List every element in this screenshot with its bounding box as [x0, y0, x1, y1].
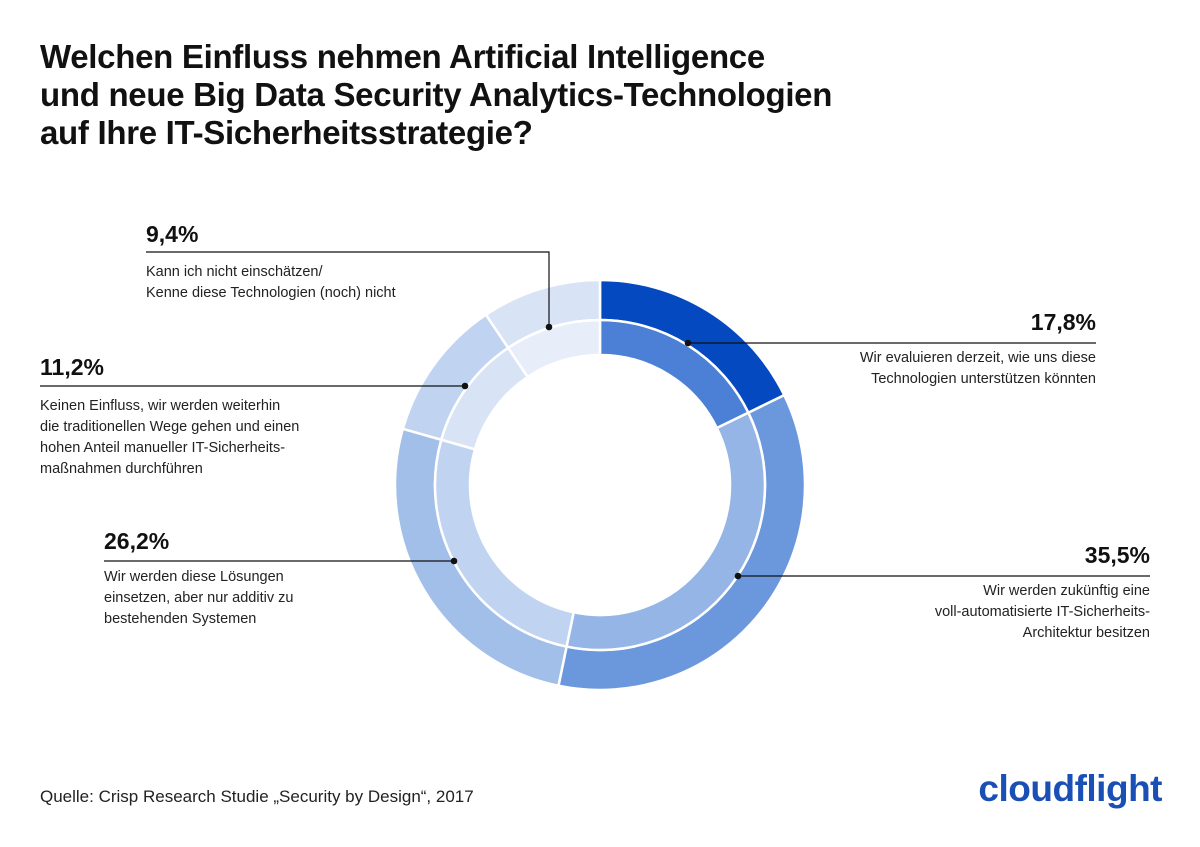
slice-label-4-line-0: Kann ich nicht einschätzen/ — [146, 264, 323, 280]
slice-inner-4 — [506, 318, 602, 379]
slice-value-label-1: 35,5% — [1085, 542, 1150, 568]
title-line-3: auf Ihre IT-Sicherheitsstrategie? — [40, 114, 533, 151]
slice-label-3-line-2: hohen Anteil manueller IT-Sicherheits- — [40, 440, 285, 456]
slice-value-label-0: 17,8% — [1031, 309, 1096, 335]
callout-dot-1 — [734, 572, 742, 580]
slice-label-1-line-0: Wir werden zukünftig eine — [983, 583, 1150, 599]
slice-value-label-3: 11,2% — [40, 354, 104, 380]
callout-dot-2 — [450, 557, 458, 565]
title-line-1: Welchen Einfluss nehmen Artificial Intel… — [40, 38, 765, 75]
slice-label-1-line-2: Architektur besitzen — [1023, 625, 1150, 641]
callout-dot-4 — [545, 323, 553, 331]
donut-slices — [393, 278, 807, 692]
slice-label-3-line-3: maßnahmen durchführen — [40, 461, 203, 477]
slice-label-4-line-1: Kenne diese Technologien (noch) nicht — [146, 285, 396, 301]
callout-dot-3 — [461, 382, 469, 390]
title-line-2: und neue Big Data Security Analytics-Tec… — [40, 76, 833, 113]
slice-value-label-2: 26,2% — [104, 528, 169, 554]
callout-line-4 — [146, 251, 550, 327]
cloudflight-logo: cloudflight — [978, 768, 1162, 809]
chart-title: Welchen Einfluss nehmen Artificial Intel… — [40, 38, 1140, 152]
source-note: Quelle: Crisp Research Studie „Security … — [40, 787, 474, 806]
donut-callouts: 17,8% Wir evaluieren derzeit, wie uns die… — [40, 221, 1150, 641]
slice-label-0-line-1: Technologien unterstützen könnten — [871, 371, 1096, 387]
slice-label-1-line-1: voll-automatisierte IT-Sicherheits- — [935, 604, 1150, 620]
slice-label-2-line-2: bestehenden Systemen — [104, 611, 256, 627]
slice-label-2-line-1: einsetzen, aber nur additiv zu — [104, 590, 293, 606]
slice-label-3-line-0: Keinen Einfluss, wir werden weiterhin — [40, 398, 280, 414]
slice-label-2-line-0: Wir werden diese Lösungen — [104, 569, 284, 585]
slice-label-3-line-1: die traditionellen Wege gehen und einen — [40, 419, 299, 435]
slice-label-0-line-0: Wir evaluieren derzeit, wie uns diese — [860, 350, 1096, 366]
slice-value-label-4: 9,4% — [146, 221, 198, 247]
callout-dot-0 — [684, 339, 692, 347]
